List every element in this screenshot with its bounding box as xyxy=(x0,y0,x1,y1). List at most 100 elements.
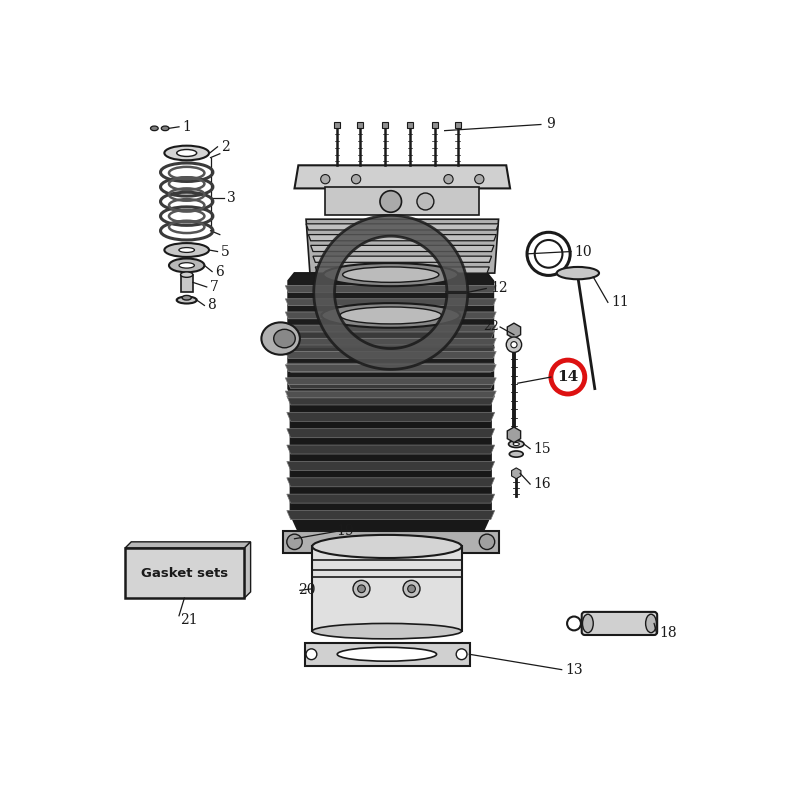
Polygon shape xyxy=(286,286,496,293)
Polygon shape xyxy=(286,378,496,385)
Polygon shape xyxy=(310,246,494,251)
Bar xyxy=(357,122,363,128)
Ellipse shape xyxy=(646,614,656,633)
Polygon shape xyxy=(287,494,494,503)
Ellipse shape xyxy=(342,267,439,282)
Ellipse shape xyxy=(182,295,191,300)
Text: 5: 5 xyxy=(221,245,230,258)
Bar xyxy=(283,531,498,553)
Text: 11: 11 xyxy=(612,295,630,310)
Ellipse shape xyxy=(169,258,205,272)
Text: 22: 22 xyxy=(483,321,498,334)
Polygon shape xyxy=(286,365,496,371)
Polygon shape xyxy=(290,311,491,531)
Circle shape xyxy=(353,580,370,598)
Circle shape xyxy=(306,649,317,660)
Text: 20: 20 xyxy=(298,583,315,598)
Text: 9: 9 xyxy=(546,118,555,131)
Polygon shape xyxy=(287,429,494,438)
Ellipse shape xyxy=(582,614,594,633)
Polygon shape xyxy=(306,219,498,273)
Polygon shape xyxy=(507,427,521,442)
Ellipse shape xyxy=(322,303,460,328)
Text: 21: 21 xyxy=(181,613,198,626)
Circle shape xyxy=(534,240,562,268)
Polygon shape xyxy=(294,166,510,188)
Text: 19: 19 xyxy=(336,524,354,538)
Bar xyxy=(407,122,413,128)
Bar xyxy=(326,187,479,215)
Text: 16: 16 xyxy=(534,477,551,491)
Text: 14: 14 xyxy=(558,370,578,384)
Polygon shape xyxy=(287,445,494,454)
Bar xyxy=(454,122,461,128)
Ellipse shape xyxy=(179,247,194,253)
Bar xyxy=(382,122,389,128)
Polygon shape xyxy=(287,363,494,372)
Polygon shape xyxy=(287,380,494,389)
Polygon shape xyxy=(245,542,250,598)
Ellipse shape xyxy=(312,535,462,558)
Ellipse shape xyxy=(338,647,437,661)
Text: 3: 3 xyxy=(226,190,235,205)
Bar xyxy=(181,274,193,291)
Text: 2: 2 xyxy=(221,140,230,154)
Circle shape xyxy=(403,580,420,598)
Ellipse shape xyxy=(164,243,209,257)
Polygon shape xyxy=(306,224,498,230)
Ellipse shape xyxy=(557,267,599,279)
Circle shape xyxy=(444,174,453,184)
Polygon shape xyxy=(287,462,494,470)
Polygon shape xyxy=(287,330,494,339)
Bar xyxy=(431,122,438,128)
Ellipse shape xyxy=(340,307,442,324)
Circle shape xyxy=(551,360,585,394)
Circle shape xyxy=(408,585,415,593)
Circle shape xyxy=(358,585,366,593)
Text: 13: 13 xyxy=(566,662,583,677)
Polygon shape xyxy=(286,325,496,332)
Text: Gasket sets: Gasket sets xyxy=(141,567,228,580)
Polygon shape xyxy=(286,312,496,318)
Circle shape xyxy=(527,232,570,275)
Ellipse shape xyxy=(323,263,458,286)
Text: 6: 6 xyxy=(215,265,224,278)
Polygon shape xyxy=(287,478,494,486)
Polygon shape xyxy=(527,232,570,275)
Circle shape xyxy=(456,649,467,660)
Ellipse shape xyxy=(150,126,158,130)
Circle shape xyxy=(380,190,402,212)
Polygon shape xyxy=(286,298,496,306)
Polygon shape xyxy=(288,273,493,404)
Ellipse shape xyxy=(510,451,523,457)
Ellipse shape xyxy=(179,262,194,268)
Bar xyxy=(334,122,340,128)
Ellipse shape xyxy=(162,126,169,130)
Polygon shape xyxy=(286,391,496,398)
Ellipse shape xyxy=(509,441,524,447)
Polygon shape xyxy=(287,510,494,519)
Ellipse shape xyxy=(274,330,295,348)
Bar xyxy=(312,546,462,631)
Polygon shape xyxy=(287,412,494,422)
Polygon shape xyxy=(286,351,496,358)
Polygon shape xyxy=(308,234,496,241)
Polygon shape xyxy=(286,338,496,345)
Text: 15: 15 xyxy=(534,442,551,456)
Circle shape xyxy=(321,174,330,184)
Circle shape xyxy=(287,534,302,550)
Circle shape xyxy=(351,174,361,184)
Ellipse shape xyxy=(181,272,193,278)
Polygon shape xyxy=(507,323,521,338)
Polygon shape xyxy=(287,347,494,356)
Ellipse shape xyxy=(164,146,209,160)
Ellipse shape xyxy=(177,150,197,157)
Polygon shape xyxy=(314,215,468,370)
Text: 7: 7 xyxy=(210,280,218,294)
Ellipse shape xyxy=(513,442,519,446)
Bar xyxy=(305,642,470,666)
Text: 10: 10 xyxy=(574,245,593,258)
Polygon shape xyxy=(313,256,492,262)
Text: 1: 1 xyxy=(182,120,191,134)
Circle shape xyxy=(417,193,434,210)
